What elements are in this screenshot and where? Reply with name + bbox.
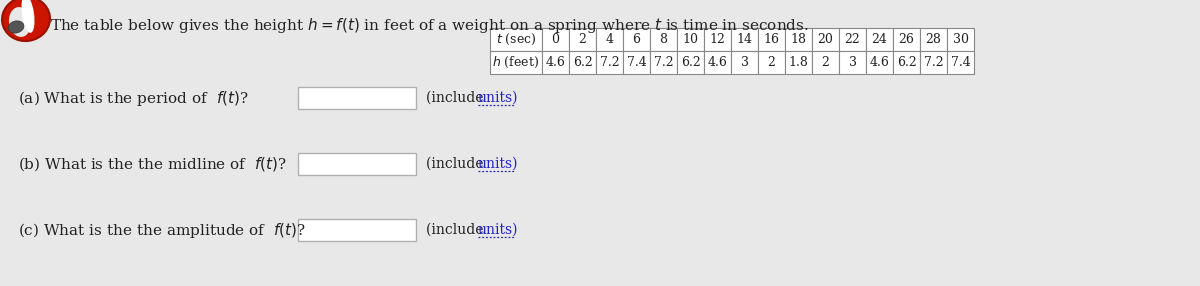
- Bar: [650, 28, 677, 51]
- Text: (include: (include: [426, 91, 488, 105]
- Bar: [893, 28, 920, 51]
- Text: 7.2: 7.2: [600, 56, 619, 69]
- Bar: [542, 51, 569, 74]
- Ellipse shape: [8, 21, 24, 33]
- Bar: [920, 51, 947, 74]
- Text: 18: 18: [791, 33, 806, 46]
- Bar: [839, 51, 866, 74]
- Bar: [490, 51, 542, 74]
- Bar: [785, 51, 812, 74]
- Text: 24: 24: [871, 33, 888, 46]
- Bar: [812, 51, 839, 74]
- Text: 4: 4: [606, 33, 613, 46]
- Bar: [704, 51, 731, 74]
- Text: 2: 2: [578, 33, 587, 46]
- Text: 7.4: 7.4: [626, 56, 647, 69]
- Text: 8: 8: [660, 33, 667, 46]
- Text: 16: 16: [763, 33, 780, 46]
- Text: 3: 3: [740, 56, 749, 69]
- Text: 6.2: 6.2: [572, 56, 593, 69]
- Bar: [920, 28, 947, 51]
- Bar: [839, 28, 866, 51]
- Bar: [947, 28, 974, 51]
- Text: 30: 30: [953, 33, 968, 46]
- Text: The table below gives the height $h = f(t)$ in feet of a weight on a spring wher: The table below gives the height $h = f(…: [50, 16, 809, 35]
- Text: 1.8: 1.8: [788, 56, 809, 69]
- Text: 20: 20: [817, 33, 834, 46]
- Text: 2: 2: [822, 56, 829, 69]
- Bar: [731, 51, 758, 74]
- Bar: [596, 28, 623, 51]
- Text: (a) What is the period of  $f(t)$?: (a) What is the period of $f(t)$?: [18, 88, 248, 108]
- Bar: [677, 28, 704, 51]
- Bar: [677, 51, 704, 74]
- Bar: [812, 28, 839, 51]
- Text: 4.6: 4.6: [870, 56, 889, 69]
- Bar: [866, 51, 893, 74]
- Text: 22: 22: [845, 33, 860, 46]
- Bar: [866, 28, 893, 51]
- Bar: [650, 51, 677, 74]
- Bar: [704, 28, 731, 51]
- Text: units): units): [478, 223, 518, 237]
- Bar: [893, 51, 920, 74]
- Bar: [758, 51, 785, 74]
- Ellipse shape: [8, 7, 31, 37]
- Text: 4.6: 4.6: [708, 56, 727, 69]
- Text: (b) What is the the midline of  $f(t)$?: (b) What is the the midline of $f(t)$?: [18, 155, 287, 173]
- Bar: [596, 51, 623, 74]
- Text: 3: 3: [848, 56, 857, 69]
- Text: 28: 28: [925, 33, 942, 46]
- Text: (include: (include: [426, 223, 488, 237]
- Bar: [490, 28, 542, 51]
- Text: 12: 12: [709, 33, 726, 46]
- FancyBboxPatch shape: [298, 153, 416, 175]
- Bar: [758, 28, 785, 51]
- Text: (include: (include: [426, 157, 488, 171]
- Text: 2: 2: [768, 56, 775, 69]
- Text: 6: 6: [632, 33, 641, 46]
- Text: 6.2: 6.2: [680, 56, 701, 69]
- Text: 4.6: 4.6: [546, 56, 565, 69]
- Text: 7.4: 7.4: [950, 56, 971, 69]
- Text: 7.2: 7.2: [654, 56, 673, 69]
- Text: units): units): [478, 157, 518, 171]
- Bar: [623, 51, 650, 74]
- Text: 7.2: 7.2: [924, 56, 943, 69]
- Text: $h$ (feet): $h$ (feet): [492, 55, 540, 70]
- Bar: [623, 28, 650, 51]
- Text: 6.2: 6.2: [896, 56, 917, 69]
- Text: 0: 0: [552, 33, 559, 46]
- Text: 14: 14: [737, 33, 752, 46]
- Bar: [947, 51, 974, 74]
- Ellipse shape: [2, 0, 50, 41]
- Text: 10: 10: [683, 33, 698, 46]
- Ellipse shape: [22, 0, 35, 33]
- Text: $t$ (sec): $t$ (sec): [496, 32, 536, 47]
- Bar: [785, 28, 812, 51]
- Bar: [731, 28, 758, 51]
- FancyBboxPatch shape: [298, 219, 416, 241]
- FancyBboxPatch shape: [298, 87, 416, 109]
- Text: units): units): [478, 91, 518, 105]
- Text: (c) What is the the amplitude of  $f(t)$?: (c) What is the the amplitude of $f(t)$?: [18, 221, 306, 239]
- Bar: [542, 28, 569, 51]
- Text: 26: 26: [899, 33, 914, 46]
- Bar: [569, 51, 596, 74]
- Bar: [569, 28, 596, 51]
